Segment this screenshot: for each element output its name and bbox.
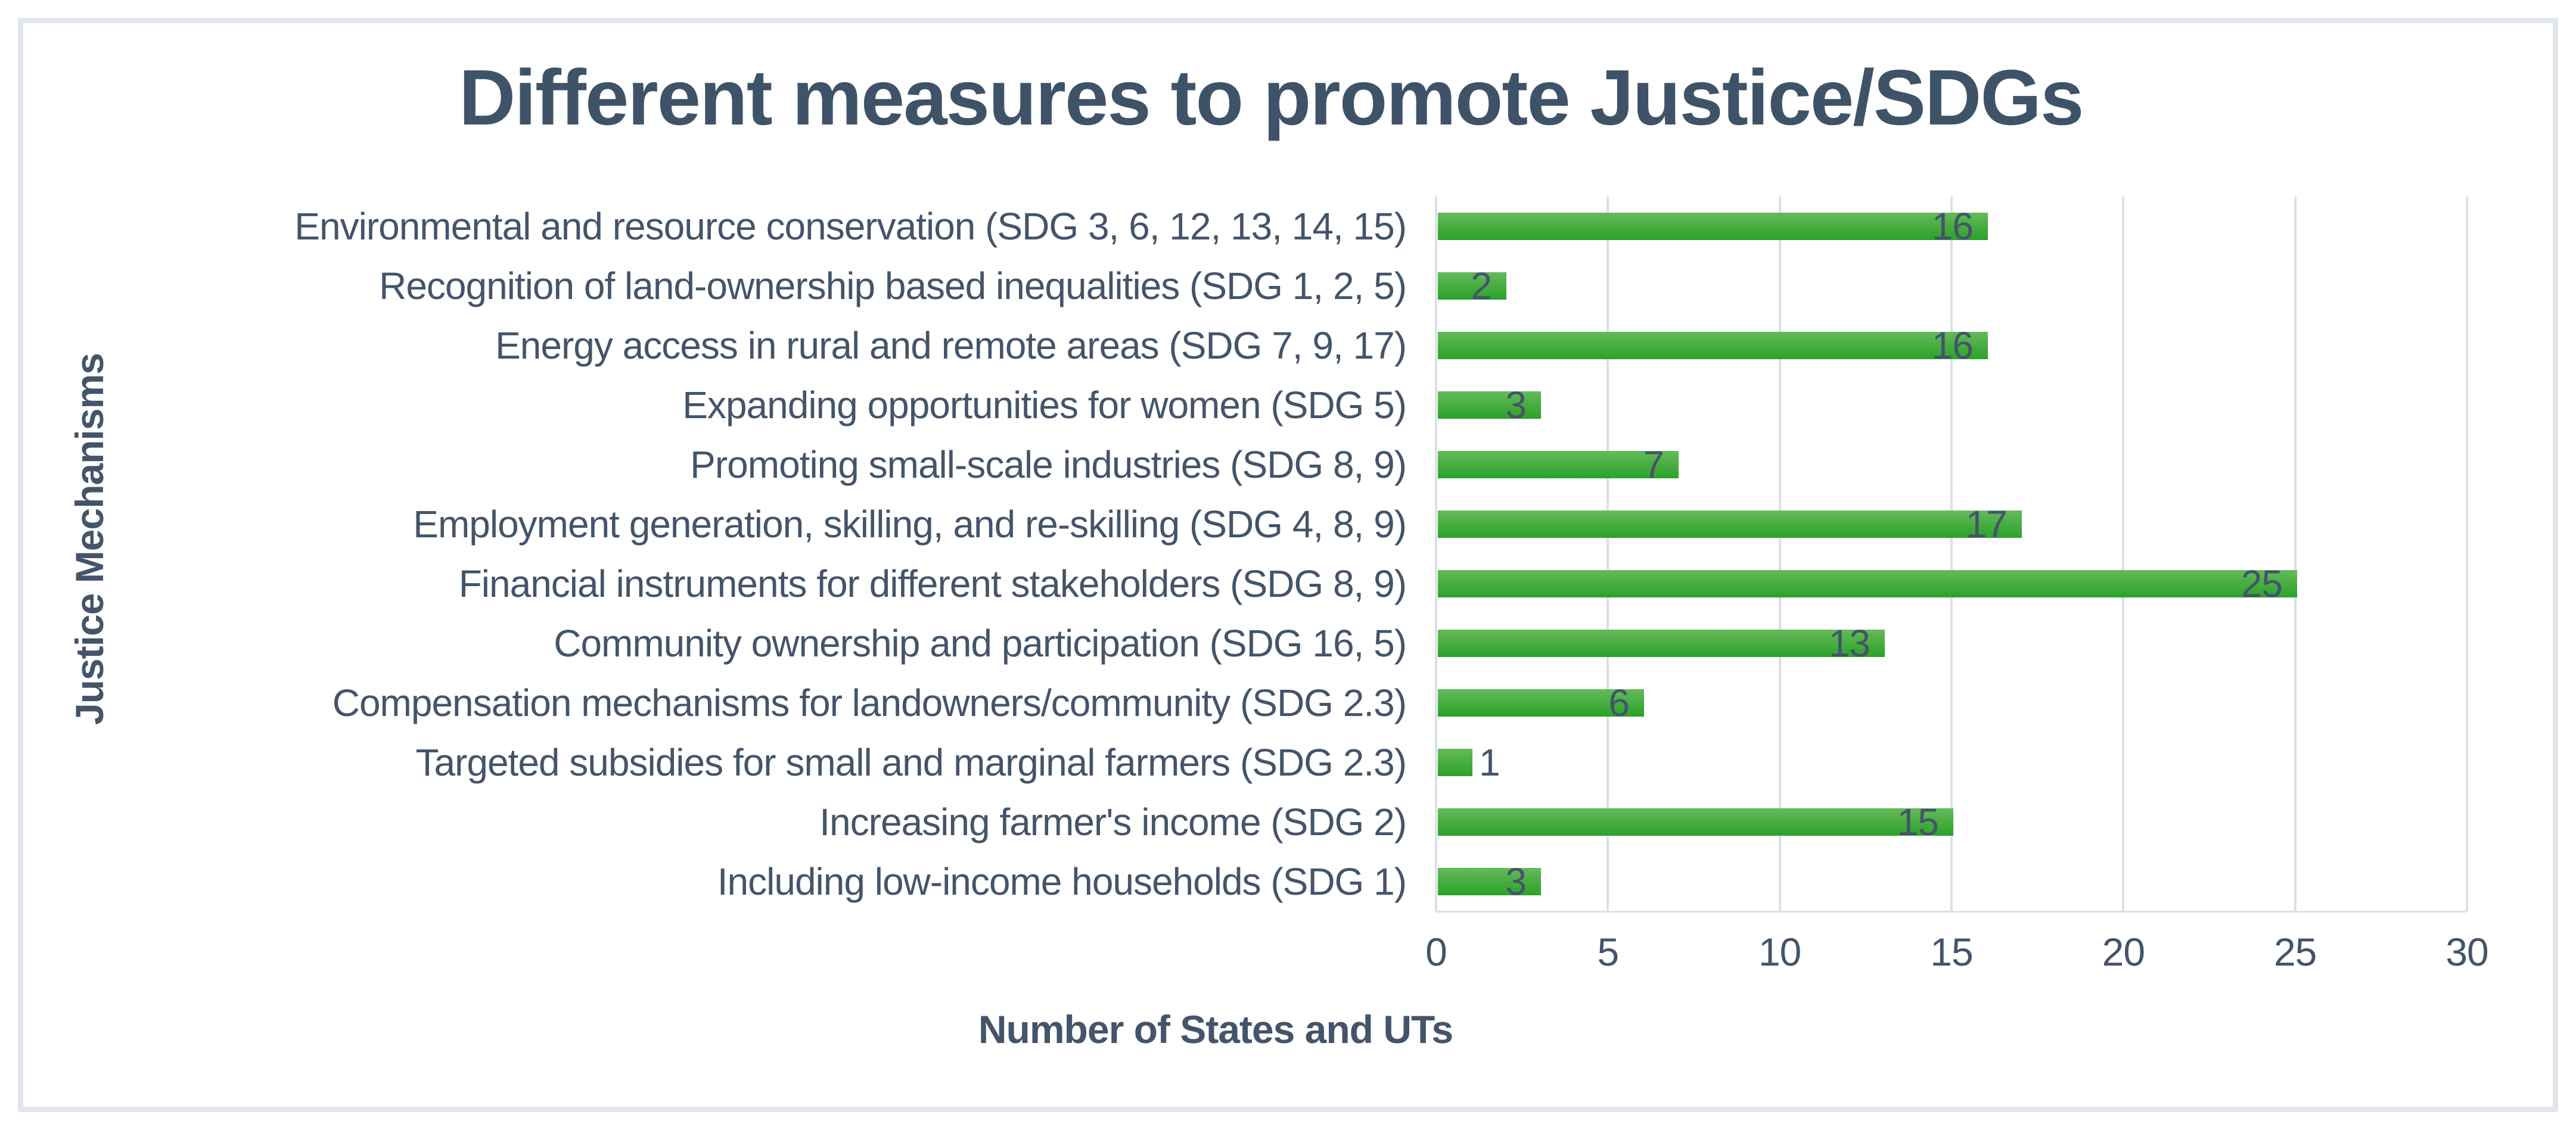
value-label-10: 15 <box>1897 801 1939 843</box>
gridline-x-10 <box>1778 197 1781 911</box>
gridline-x-25 <box>2294 197 2297 911</box>
chart-title: Different measures to promote Justice/SD… <box>459 54 2084 141</box>
x-tick-label-20: 20 <box>2102 930 2145 974</box>
bar-5 <box>1438 510 2022 538</box>
x-tick-label-25: 25 <box>2273 930 2317 974</box>
category-label-6: Financial instruments for different stak… <box>458 562 1407 605</box>
value-label-7: 13 <box>1828 622 1870 665</box>
category-label-1: Recognition of land-ownership based ineq… <box>379 264 1407 307</box>
category-label-0: Environmental and resource conservation … <box>294 205 1407 248</box>
category-label-8: Compensation mechanisms for landowners/c… <box>332 681 1407 724</box>
gridline-x-5 <box>1606 197 1609 911</box>
value-label-5: 17 <box>1965 503 2008 546</box>
category-label-2: Energy access in rural and remote areas … <box>495 324 1407 367</box>
category-label-4: Promoting small-scale industries (SDG 8,… <box>690 443 1407 486</box>
y-axis-title: Justice Mechanisms <box>67 353 111 725</box>
gridline-x-20 <box>2122 197 2125 911</box>
bar-2 <box>1438 332 1988 359</box>
gridline-x-30 <box>2466 197 2468 911</box>
category-label-3: Expanding opportunities for women (SDG 5… <box>682 384 1407 427</box>
gridline-x-0 <box>1435 197 1437 911</box>
plot-area <box>1435 197 2468 913</box>
gridline-x-15 <box>1950 197 1953 911</box>
bar-4 <box>1438 451 1679 478</box>
bar-3 <box>1438 391 1541 419</box>
chart-frame <box>18 18 2558 1112</box>
x-tick-label-5: 5 <box>1597 930 1619 974</box>
value-label-3: 3 <box>1505 384 1527 427</box>
value-label-1: 2 <box>1471 264 1492 307</box>
bar-0 <box>1438 213 1988 240</box>
category-label-7: Community ownership and participation (S… <box>554 622 1407 665</box>
x-tick-label-0: 0 <box>1425 930 1447 974</box>
value-label-8: 6 <box>1608 681 1630 724</box>
value-label-11: 3 <box>1505 860 1527 903</box>
value-label-4: 7 <box>1643 443 1664 486</box>
bar-9 <box>1438 749 1472 776</box>
x-tick-label-15: 15 <box>1930 930 1973 974</box>
category-label-5: Employment generation, skilling, and re-… <box>413 503 1407 546</box>
bar-11 <box>1438 868 1541 895</box>
bar-1 <box>1438 272 1506 300</box>
value-label-0: 16 <box>1931 205 1974 248</box>
value-label-9: 1 <box>1479 741 1500 784</box>
x-axis-title: Number of States and UTs <box>978 1007 1453 1051</box>
category-label-10: Increasing farmer's income (SDG 2) <box>819 801 1407 843</box>
bar-8 <box>1438 689 1644 717</box>
category-label-9: Targeted subsidies for small and margina… <box>415 741 1407 784</box>
bar-7 <box>1438 630 1885 657</box>
value-label-2: 16 <box>1931 324 1974 367</box>
x-axis-line <box>1436 911 2467 913</box>
x-tick-label-30: 30 <box>2446 930 2488 974</box>
category-label-11: Including low-income households (SDG 1) <box>717 860 1407 903</box>
bar-6 <box>1438 570 2297 597</box>
x-tick-label-10: 10 <box>1758 930 1801 974</box>
bar-10 <box>1438 808 1953 836</box>
value-label-6: 25 <box>2241 562 2283 605</box>
